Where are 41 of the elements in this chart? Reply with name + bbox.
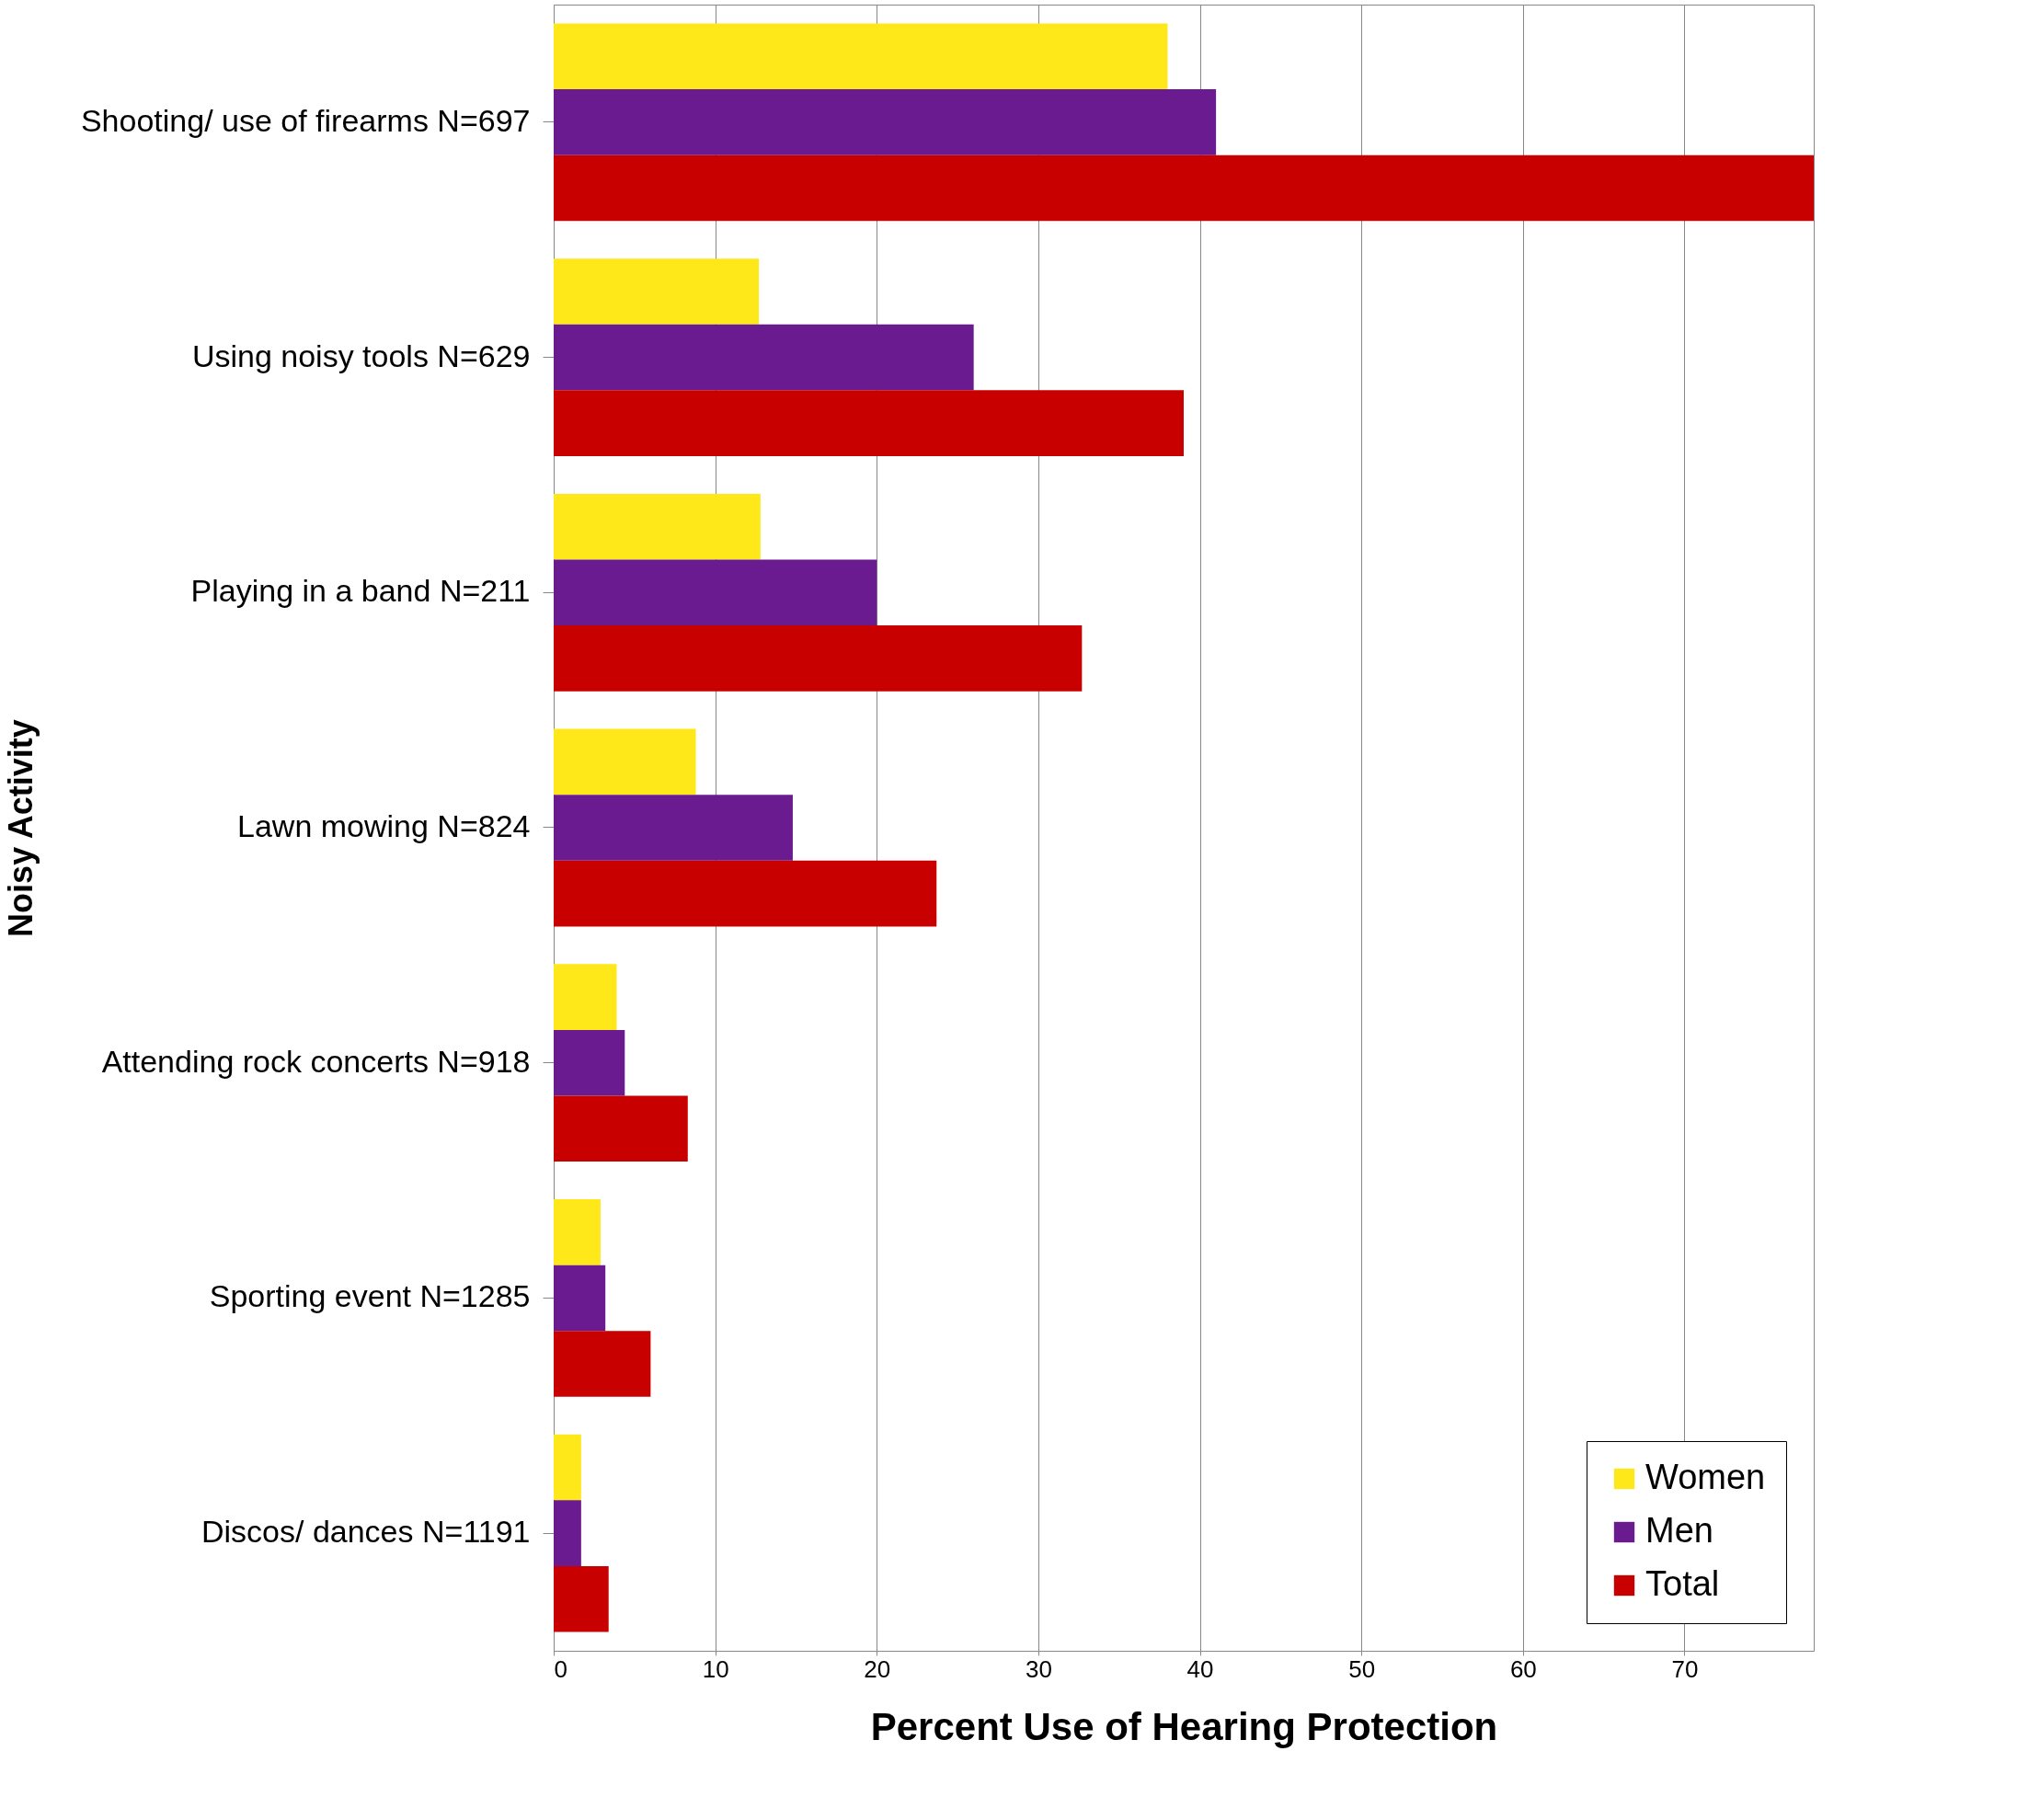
y-tick-label: Using noisy tools N=629	[191, 338, 531, 373]
bar	[554, 559, 877, 626]
y-tick-label: Shooting/ use of firearms N=697	[80, 102, 531, 138]
bar	[554, 1565, 609, 1632]
bar	[554, 324, 974, 391]
bar	[554, 860, 937, 927]
bar	[554, 390, 1184, 456]
x-axis-title: Percent Use of Hearing Protection	[870, 1704, 1498, 1748]
bar	[554, 1095, 688, 1162]
bar	[554, 258, 760, 325]
bar	[554, 1199, 601, 1265]
bar	[554, 728, 696, 796]
bar	[554, 1500, 581, 1566]
legend-label: Men	[1645, 1511, 1713, 1550]
legend-label: Women	[1645, 1458, 1766, 1496]
bar	[554, 625, 1083, 692]
bar	[554, 493, 761, 560]
y-axis-title: Noisy Activity	[1, 719, 40, 937]
y-tick-label: Playing in a band N=211	[190, 573, 531, 609]
bar	[554, 1434, 581, 1501]
y-tick-label: Sporting event N=1285	[209, 1278, 531, 1314]
bar	[554, 1331, 651, 1397]
y-tick-label: Attending rock concerts N=918	[101, 1043, 531, 1079]
x-tick-label: 0	[554, 1654, 567, 1683]
legend-label: Total	[1645, 1564, 1720, 1603]
bar	[554, 1029, 625, 1096]
x-tick-label: 60	[1509, 1654, 1537, 1683]
bar	[554, 964, 617, 1030]
bar	[554, 795, 793, 861]
x-tick-label: 10	[702, 1654, 729, 1683]
bar	[554, 23, 1168, 90]
y-tick-label: Discos/ dances N=1191	[201, 1514, 531, 1550]
x-tick-label: 20	[864, 1654, 891, 1683]
bar	[554, 155, 1814, 222]
x-tick-label: 50	[1348, 1654, 1376, 1683]
x-tick-label: 30	[1025, 1654, 1052, 1683]
x-tick-label: 70	[1671, 1654, 1699, 1683]
y-tick-label: Lawn mowing N=824	[237, 808, 531, 843]
bar	[554, 1265, 606, 1332]
bar	[554, 89, 1217, 155]
x-tick-label: 40	[1186, 1654, 1214, 1683]
